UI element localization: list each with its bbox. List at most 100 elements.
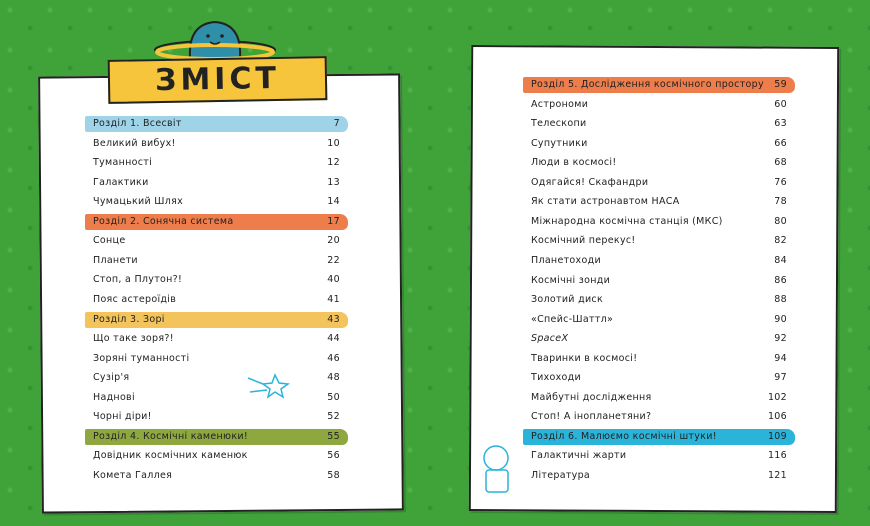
entry-row: Астрономи 60 xyxy=(523,97,795,113)
section-highlight xyxy=(85,116,348,132)
entry-label: Астрономи xyxy=(531,98,589,110)
entry-label: Що таке зоря?! xyxy=(93,333,174,345)
entry-label: Література xyxy=(531,470,591,481)
entry-label: Майбутні дослідження xyxy=(531,391,652,403)
section-row: Розділ 1. Всесвіт 7 xyxy=(85,116,348,132)
entry-row: Майбутні дослідження 102 xyxy=(523,390,795,406)
entry-label: Розділ 5. Дослідження космічного простор… xyxy=(531,79,764,90)
entry-row: Як стати астронавтом НАСА 78 xyxy=(523,194,795,210)
entry-page: 121 xyxy=(767,470,787,481)
entry-label: Тихоходи xyxy=(531,372,581,384)
entry-row: Чорні діри! 52 xyxy=(85,409,348,425)
entry-label: Розділ 1. Всесвіт xyxy=(93,118,182,129)
entry-label: Чумацький Шлях xyxy=(93,196,184,208)
entry-row: Одягайся! Скафандри 76 xyxy=(523,175,795,191)
entry-page: 40 xyxy=(327,274,340,286)
entry-page: 7 xyxy=(333,118,340,129)
entry-page: 68 xyxy=(774,157,787,169)
entry-label: Великий вибух! xyxy=(93,137,176,149)
entry-label: Чорні діри! xyxy=(93,411,152,423)
section-row: Розділ 3. Зорі 43 xyxy=(85,311,348,328)
entry-label: Одягайся! Скафандри xyxy=(531,176,649,188)
entry-page: 109 xyxy=(767,430,787,442)
entry-label: Золотий диск xyxy=(531,294,603,306)
entry-label: Розділ 3. Зорі xyxy=(93,313,165,325)
entry-page: 97 xyxy=(774,372,787,384)
entry-row: Тихоходи 97 xyxy=(523,370,795,386)
entry-label: Космічний перекус! xyxy=(531,235,636,247)
entry-label: Сонце xyxy=(93,235,126,247)
entry-label: Туманності xyxy=(93,157,153,169)
entry-page: 94 xyxy=(774,352,787,364)
entry-label: Планети xyxy=(93,254,138,266)
entry-page: 116 xyxy=(767,450,787,462)
section-highlight xyxy=(523,428,795,445)
entry-page: 66 xyxy=(774,137,787,149)
section-row: Розділ 4. Космічні каменюки! 55 xyxy=(85,428,348,445)
entry-row: Планети 22 xyxy=(85,253,348,269)
entry-row: Чумацький Шлях 14 xyxy=(85,194,348,210)
entry-page: 48 xyxy=(327,372,340,384)
entry-row: Галактичні жарти 116 xyxy=(523,448,795,464)
entry-row: Золотий диск 88 xyxy=(523,292,795,308)
entry-label: Галактичні жарти xyxy=(531,450,627,462)
entry-page: 60 xyxy=(774,98,787,110)
entry-label: Планетоходи xyxy=(531,254,601,266)
entry-label: Комета Галлея xyxy=(93,469,173,481)
section-highlight xyxy=(85,311,348,328)
entry-label: Наднові xyxy=(93,391,135,403)
entry-page: 43 xyxy=(327,313,340,325)
entry-label: Пояс астероїдів xyxy=(93,293,177,305)
section-highlight xyxy=(523,77,795,93)
entry-row: SpaceX 92 xyxy=(523,331,795,347)
entry-label: Міжнародна космічна станція (МКС) xyxy=(531,215,723,227)
entry-page: 55 xyxy=(327,430,340,442)
entry-label: «Спейс-Шаттл» xyxy=(531,313,614,325)
entry-page: 52 xyxy=(327,411,340,423)
entry-page: 92 xyxy=(774,333,787,345)
entry-row: Зоряні туманності 46 xyxy=(85,351,348,367)
entry-page: 14 xyxy=(327,196,340,208)
title: ЗМІСТ xyxy=(154,60,281,99)
entry-row: Сонце 20 xyxy=(85,233,348,249)
entry-page: 41 xyxy=(327,293,340,305)
entry-row: Супутники 66 xyxy=(523,136,795,152)
entry-label: Сузір'я xyxy=(93,372,130,384)
entry-page: 88 xyxy=(774,294,787,306)
entry-row: Що таке зоря?! 44 xyxy=(85,331,348,347)
entry-label: Стоп! А інопланетяни? xyxy=(531,411,652,423)
entry-label: Довідник космічних каменюк xyxy=(93,450,248,462)
entry-page: 80 xyxy=(774,215,787,227)
entry-page: 44 xyxy=(327,333,340,345)
entry-row: Міжнародна космічна станція (МКС) 80 xyxy=(523,214,795,230)
title-banner: ЗМІСТ xyxy=(107,56,328,104)
entry-page: 10 xyxy=(327,137,340,149)
entry-page: 78 xyxy=(774,196,787,208)
entry-page: 86 xyxy=(774,274,787,286)
entry-label: Люди в космосі! xyxy=(531,157,617,169)
entry-row: Тваринки в космосі! 94 xyxy=(523,351,795,367)
entry-row: Галактики 13 xyxy=(85,175,348,191)
entry-page: 13 xyxy=(327,176,340,188)
entry-page: 17 xyxy=(327,215,340,227)
entry-label: Як стати астронавтом НАСА xyxy=(531,196,680,208)
section-highlight xyxy=(85,213,348,230)
entry-row: Телескопи 63 xyxy=(523,116,795,132)
entry-page: 59 xyxy=(774,79,787,90)
planet-icon xyxy=(154,20,276,61)
entry-label: Розділ 2. Сонячна система xyxy=(93,215,234,227)
entry-page: 90 xyxy=(774,313,787,325)
entry-page: 20 xyxy=(327,235,340,247)
entry-label: Галактики xyxy=(93,176,149,188)
section-row: Розділ 2. Сонячна система 17 xyxy=(85,213,348,230)
entry-label: Тваринки в космосі! xyxy=(531,352,638,364)
comet-doodle xyxy=(247,373,291,399)
entry-label: Космічні зонди xyxy=(531,274,611,286)
entry-row: Література 121 xyxy=(523,468,795,484)
entry-row: «Спейс-Шаттл» 90 xyxy=(523,312,795,328)
entry-page: 84 xyxy=(774,254,787,266)
section-row: Розділ 5. Дослідження космічного простор… xyxy=(523,77,795,93)
entry-label: Стоп, а Плутон?! xyxy=(93,274,183,286)
entry-row: Люди в космосі! 68 xyxy=(523,155,795,171)
